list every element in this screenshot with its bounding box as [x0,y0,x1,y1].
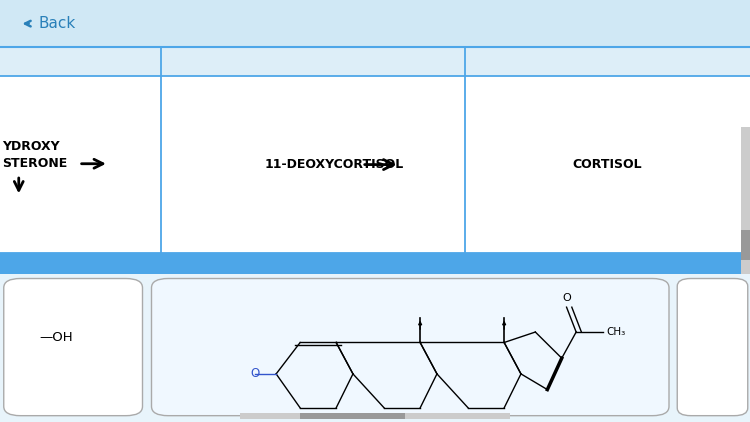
Bar [741,230,750,260]
FancyBboxPatch shape [152,279,669,416]
Bar [0,253,750,274]
Text: O: O [250,368,259,380]
Text: O: O [562,293,571,303]
Text: Back: Back [39,16,76,31]
Bar [240,413,510,419]
Text: 11-DEOXYCORTISOL: 11-DEOXYCORTISOL [264,158,404,171]
Text: CORTISOL: CORTISOL [573,158,642,171]
FancyBboxPatch shape [4,279,142,416]
Text: STERONE: STERONE [2,157,68,170]
Text: CH₃: CH₃ [606,327,625,337]
Bar [300,413,405,419]
Bar [741,127,750,274]
Text: YDROXY: YDROXY [2,141,60,153]
Bar [0,47,750,253]
Bar [0,0,750,47]
Bar [0,47,750,76]
FancyBboxPatch shape [677,279,748,416]
Bar [0,274,750,422]
Text: —OH: —OH [40,331,74,344]
